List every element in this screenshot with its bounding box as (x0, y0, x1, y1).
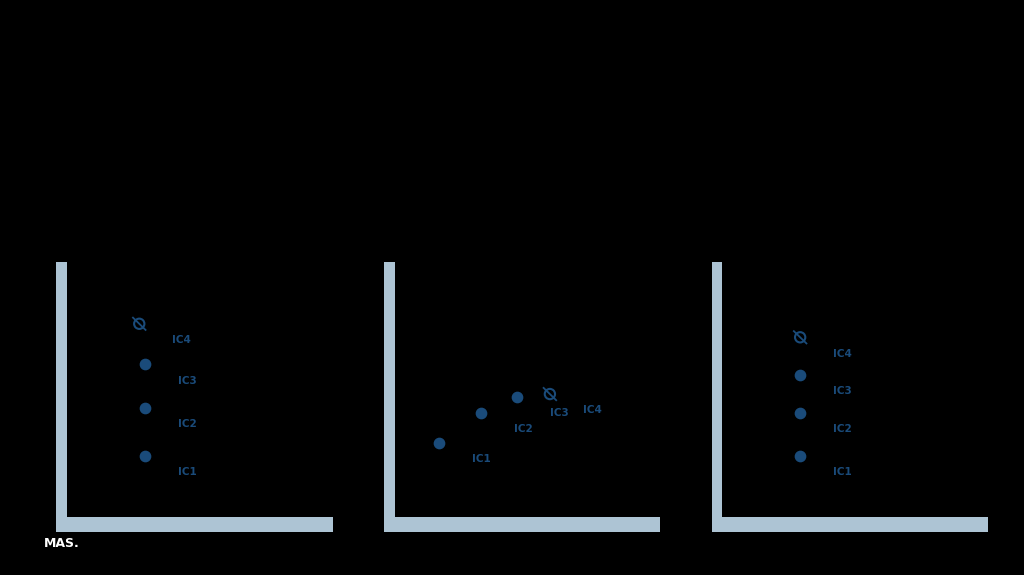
Point (131, 319, 147, 328)
Text: IC2: IC2 (834, 424, 852, 434)
Point (136, 360, 153, 369)
Text: IC1: IC1 (178, 467, 197, 477)
Bar (56, 262, 67, 517)
Text: IC4: IC4 (172, 335, 191, 345)
Point (431, 438, 447, 447)
Bar (712, 262, 722, 517)
Text: IC3: IC3 (178, 375, 197, 385)
Text: IC3: IC3 (834, 386, 852, 396)
Point (792, 370, 808, 380)
Point (542, 389, 558, 398)
Point (792, 333, 808, 342)
Text: IC2: IC2 (178, 419, 197, 429)
Text: IC3: IC3 (550, 408, 568, 418)
Text: MAS.: MAS. (44, 537, 79, 550)
Point (136, 451, 153, 461)
Bar (384, 262, 394, 517)
Text: IC4: IC4 (834, 348, 852, 358)
Text: IC2: IC2 (514, 424, 532, 434)
Text: IC1: IC1 (472, 454, 492, 464)
Point (792, 451, 808, 461)
Point (473, 408, 489, 417)
Text: IC1: IC1 (834, 467, 852, 477)
Bar (712, 517, 988, 532)
Point (792, 408, 808, 417)
Point (136, 403, 153, 412)
Bar (56, 517, 333, 532)
Text: IC4: IC4 (583, 405, 602, 415)
Point (509, 392, 525, 401)
Bar (384, 517, 660, 532)
